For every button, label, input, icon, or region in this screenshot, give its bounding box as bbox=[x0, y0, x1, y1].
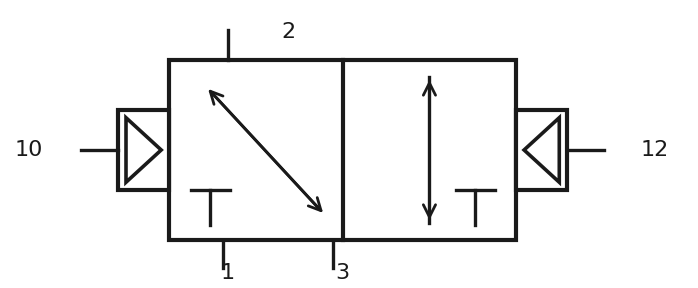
Text: 10: 10 bbox=[15, 140, 43, 160]
Polygon shape bbox=[126, 118, 161, 182]
Bar bbox=[169, 60, 517, 240]
Text: 2: 2 bbox=[281, 22, 295, 42]
Text: 3: 3 bbox=[335, 263, 349, 283]
Bar bbox=[517, 110, 567, 190]
Bar bbox=[118, 110, 169, 190]
Polygon shape bbox=[524, 118, 559, 182]
Text: 1: 1 bbox=[221, 263, 235, 283]
Text: 12: 12 bbox=[641, 140, 669, 160]
